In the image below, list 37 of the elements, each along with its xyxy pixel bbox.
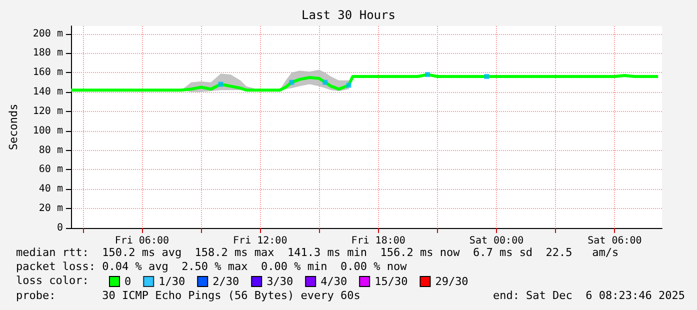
x-tick-label: Sat 06:00: [588, 236, 642, 246]
y-tick-label: 120 m: [32, 106, 63, 117]
point: [322, 80, 328, 85]
y-tick-label: 160 m: [32, 67, 63, 78]
legend-label: 4/30: [320, 275, 348, 288]
y-tick-label: 60 m: [38, 164, 63, 176]
y-tick-label: 0: [56, 222, 63, 234]
y-tick-label: 40 m: [38, 184, 63, 195]
legend-label: 1/30: [158, 275, 186, 288]
y-tick-label: 180 m: [32, 48, 63, 59]
point: [218, 82, 224, 87]
text: median rtt: 150.2 ms avg 158.2 ms max 141.3 ms min 156.2 ms now 6.7 ms sd 22.5 am/s: [16, 246, 619, 259]
x-tick-label: Fri 18:00: [351, 236, 406, 246]
x-tick-label: Fri 06:00: [114, 236, 170, 246]
y-tick-label: 80 m: [38, 144, 63, 156]
legend-title: loss color:: [16, 274, 89, 287]
point: [425, 72, 430, 78]
y-axis-title: Seconds: [7, 104, 20, 150]
legend-label: 3/30: [266, 275, 294, 288]
legend-label: 0: [124, 275, 132, 288]
point: [484, 74, 490, 79]
text: probe: 30 ICMP Echo Pings (56 Bytes) every 60s: [16, 289, 360, 302]
legend-label: 15/30: [374, 275, 408, 288]
y-tick-label: 200 m: [32, 28, 63, 40]
x-tick-label: Sat 00:00: [469, 236, 524, 246]
legend-label: 29/30: [435, 275, 468, 288]
y-tick-label: 20 m: [38, 203, 63, 214]
y-tick-label: 140 m: [32, 86, 63, 98]
chart-title: Last 30 Hours: [302, 8, 396, 22]
x-tick-label: Fri 12:00: [233, 236, 288, 246]
y-tick-label: 100 m: [32, 125, 63, 136]
text: end: Sat Dec 6 08:23:46 2025: [492, 289, 686, 302]
point: [289, 80, 294, 85]
point: [346, 82, 352, 88]
legend-label: 2/30: [212, 275, 240, 288]
text: packet loss: 0.04 % avg 2.50 % max 0.00 % min 0.00 % now: [16, 260, 408, 273]
line-series: [70, 73, 660, 92]
